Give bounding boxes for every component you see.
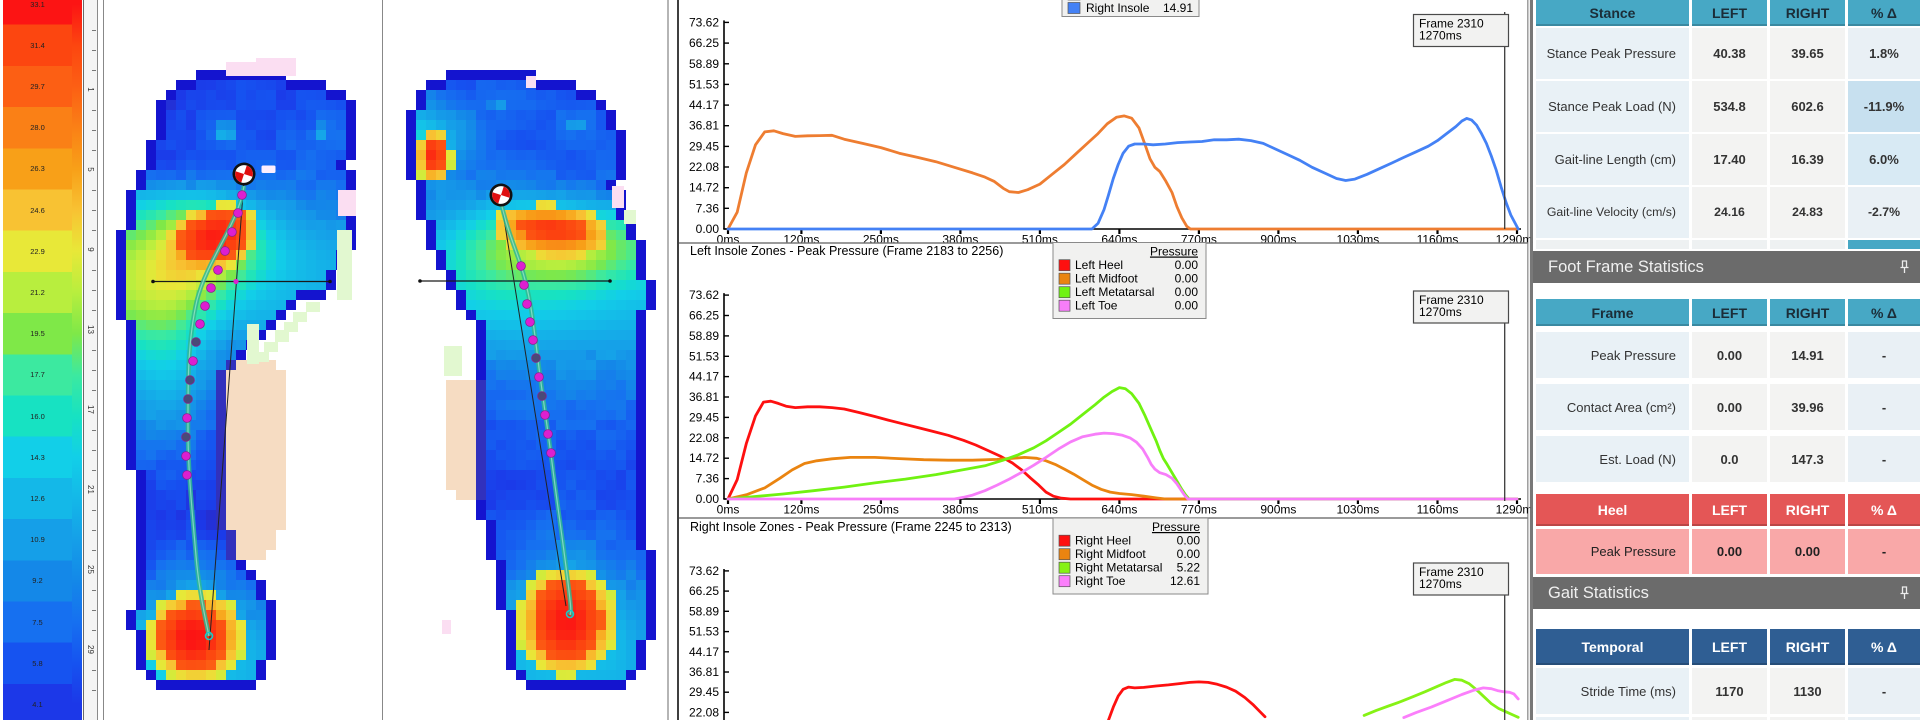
svg-text:51.53: 51.53	[689, 349, 719, 363]
svg-text:1030ms: 1030ms	[1337, 233, 1380, 247]
svg-text:1270ms: 1270ms	[1419, 577, 1462, 591]
svg-text:44.17: 44.17	[689, 98, 719, 112]
svg-text:1030ms: 1030ms	[1337, 503, 1380, 517]
svg-text:14.72: 14.72	[689, 451, 719, 465]
svg-text:Left Metatarsal: Left Metatarsal	[1075, 285, 1154, 299]
svg-text:51.53: 51.53	[689, 77, 719, 91]
svg-text:58.89: 58.89	[689, 329, 719, 343]
svg-text:Right Insole: Right Insole	[1086, 1, 1150, 15]
svg-text:640ms: 640ms	[1101, 503, 1137, 517]
svg-text:Frame 2310: Frame 2310	[1419, 293, 1484, 307]
svg-text:22.08: 22.08	[689, 705, 719, 719]
svg-text:5.22: 5.22	[1177, 561, 1201, 575]
svg-text:Right Insole Zones - Peak Pres: Right Insole Zones - Peak Pressure (Fram…	[690, 520, 1012, 534]
svg-text:Frame 2310: Frame 2310	[1419, 565, 1484, 579]
svg-text:29.45: 29.45	[689, 410, 719, 424]
svg-text:73.62: 73.62	[689, 564, 719, 578]
svg-text:51.53: 51.53	[689, 625, 719, 639]
svg-text:Pressure: Pressure	[1150, 245, 1198, 259]
svg-text:14.72: 14.72	[689, 181, 719, 195]
svg-text:1160ms: 1160ms	[1417, 503, 1459, 517]
svg-text:Pressure: Pressure	[1152, 520, 1200, 534]
svg-text:0ms: 0ms	[717, 503, 740, 517]
svg-text:900ms: 900ms	[1260, 233, 1296, 247]
svg-text:Left Insole Zones - Peak Press: Left Insole Zones - Peak Pressure (Frame…	[690, 244, 1003, 258]
svg-text:7.36: 7.36	[696, 201, 720, 215]
svg-text:1270ms: 1270ms	[1419, 29, 1462, 43]
svg-text:380ms: 380ms	[942, 503, 978, 517]
svg-text:Frame 2310: Frame 2310	[1419, 17, 1484, 31]
svg-text:770ms: 770ms	[1181, 503, 1217, 517]
svg-text:510ms: 510ms	[1022, 503, 1058, 517]
svg-text:0.00: 0.00	[696, 492, 720, 506]
svg-text:58.89: 58.89	[689, 604, 719, 618]
svg-text:Right Midfoot: Right Midfoot	[1075, 547, 1146, 561]
svg-text:73.62: 73.62	[689, 288, 719, 302]
svg-text:36.81: 36.81	[689, 119, 719, 133]
svg-text:7.36: 7.36	[696, 472, 720, 486]
svg-text:0.00: 0.00	[696, 222, 720, 236]
svg-text:66.25: 66.25	[689, 36, 719, 50]
svg-text:36.81: 36.81	[689, 665, 719, 679]
svg-text:250ms: 250ms	[863, 503, 899, 517]
svg-text:44.17: 44.17	[689, 645, 719, 659]
svg-text:29.45: 29.45	[689, 685, 719, 699]
svg-text:0.00: 0.00	[1175, 285, 1199, 299]
svg-text:0.00: 0.00	[1175, 258, 1199, 272]
svg-text:Right Toe: Right Toe	[1075, 574, 1126, 588]
svg-text:1290ms: 1290ms	[1496, 503, 1539, 517]
svg-text:1270ms: 1270ms	[1419, 305, 1462, 319]
svg-text:1160ms: 1160ms	[1417, 233, 1459, 247]
svg-text:44.17: 44.17	[689, 370, 719, 384]
svg-text:Left Midfoot: Left Midfoot	[1075, 272, 1138, 286]
svg-text:900ms: 900ms	[1260, 503, 1296, 517]
svg-text:120ms: 120ms	[783, 503, 819, 517]
svg-text:Right Heel: Right Heel	[1075, 534, 1131, 548]
svg-text:66.25: 66.25	[689, 584, 719, 598]
svg-text:22.08: 22.08	[689, 160, 719, 174]
svg-text:0.00: 0.00	[1175, 272, 1199, 286]
svg-text:0.00: 0.00	[1177, 534, 1201, 548]
svg-text:0.00: 0.00	[1177, 547, 1201, 561]
svg-text:Right Metatarsal: Right Metatarsal	[1075, 561, 1162, 575]
svg-text:73.62: 73.62	[689, 15, 719, 29]
svg-text:58.89: 58.89	[689, 57, 719, 71]
svg-text:66.25: 66.25	[689, 309, 719, 323]
svg-text:36.81: 36.81	[689, 390, 719, 404]
svg-text:14.91: 14.91	[1163, 1, 1193, 15]
svg-text:Left Heel: Left Heel	[1075, 258, 1123, 272]
svg-text:0.00: 0.00	[1175, 299, 1199, 313]
svg-text:22.08: 22.08	[689, 431, 719, 445]
svg-text:29.45: 29.45	[689, 139, 719, 153]
svg-text:12.61: 12.61	[1170, 574, 1200, 588]
svg-text:Left Toe: Left Toe	[1075, 299, 1118, 313]
